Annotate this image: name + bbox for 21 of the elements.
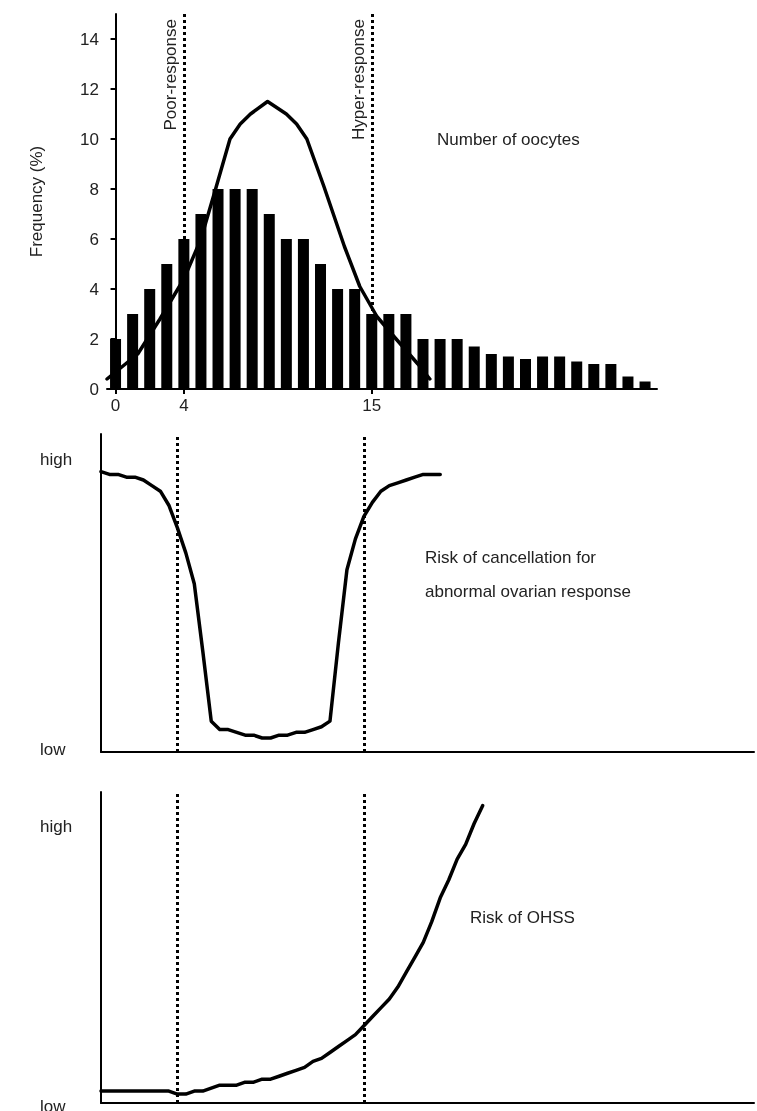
y-tick-label: 14 bbox=[80, 29, 99, 49]
y-tick-label: 8 bbox=[89, 179, 99, 199]
ref-line-label: Poor-response bbox=[160, 19, 180, 131]
y-tick-label: 4 bbox=[89, 279, 99, 299]
y-tick-label: 0 bbox=[89, 379, 99, 399]
y-tick-label: 12 bbox=[80, 79, 99, 99]
text: low bbox=[40, 739, 67, 759]
text: low bbox=[40, 1096, 67, 1111]
text: high bbox=[40, 816, 73, 836]
annotation: Risk of OHSS bbox=[470, 907, 575, 927]
y-tick-label: 10 bbox=[80, 129, 99, 149]
text: high bbox=[40, 449, 73, 469]
annotation: Risk of cancellation for abnormal ovarian response bbox=[425, 547, 632, 601]
annotation: Number of oocytes bbox=[437, 129, 580, 149]
x-tick-label: 15 bbox=[362, 396, 382, 415]
y-tick-label: 6 bbox=[89, 229, 99, 249]
x-tick-label: 0 bbox=[110, 396, 121, 415]
y-tick-label: 2 bbox=[89, 329, 99, 349]
ref-line-label: Hyper-response bbox=[348, 19, 368, 140]
y-axis-title: Frequency (%) bbox=[27, 145, 46, 258]
x-tick-label: 4 bbox=[179, 396, 189, 415]
